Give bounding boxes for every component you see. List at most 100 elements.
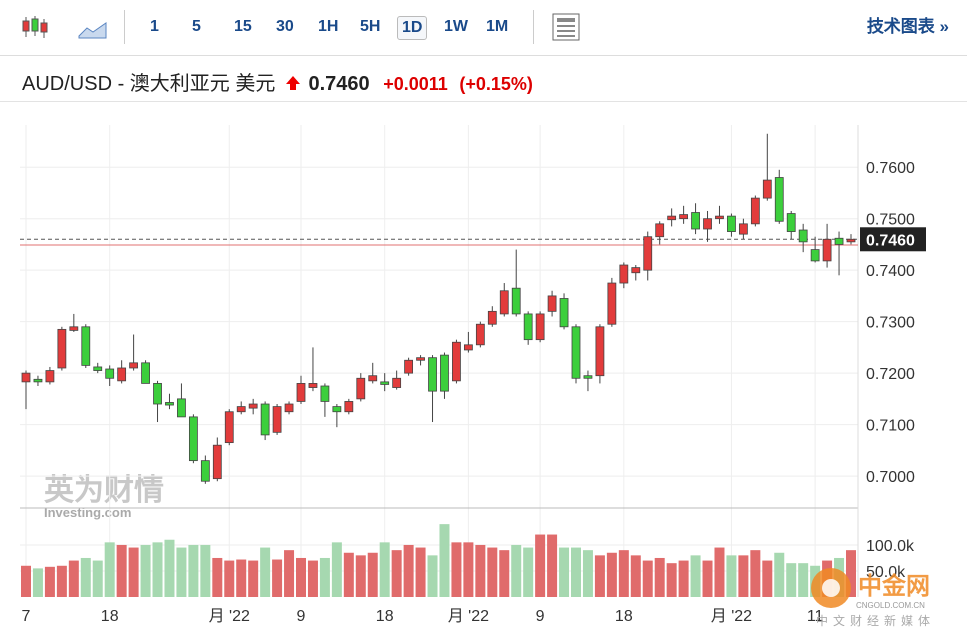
candle-icon[interactable] bbox=[20, 14, 50, 40]
x-tick-label: 月 '22 bbox=[209, 608, 250, 625]
volume-bar bbox=[260, 547, 271, 597]
volume-bar bbox=[367, 552, 378, 597]
watermark-brand: 英为财情 bbox=[44, 474, 164, 507]
volume-bar bbox=[786, 563, 797, 597]
candle-body bbox=[236, 406, 246, 413]
volume-bar bbox=[678, 560, 689, 597]
last-price-box bbox=[860, 227, 926, 252]
y-tick-label: 0.7200 bbox=[866, 366, 915, 383]
volume-bar bbox=[511, 544, 522, 597]
tech-chart-link[interactable]: 技术图表 » bbox=[866, 17, 949, 36]
interval-button[interactable]: 1D bbox=[397, 16, 428, 40]
price: 0.7460 bbox=[308, 73, 370, 95]
logo-name: 中金网 bbox=[858, 572, 930, 600]
candle-body bbox=[21, 372, 31, 383]
line-icon[interactable] bbox=[78, 18, 108, 40]
volume-bar bbox=[21, 565, 31, 597]
interval-button[interactable]: 1 bbox=[150, 18, 159, 35]
volume-bar bbox=[451, 542, 462, 597]
volume-bar bbox=[594, 555, 605, 597]
candle-body bbox=[715, 215, 724, 220]
interval-button[interactable]: 5 bbox=[192, 18, 201, 35]
interval-button[interactable]: 1M bbox=[486, 18, 509, 35]
candle-body bbox=[284, 403, 294, 413]
candle-body bbox=[141, 362, 150, 384]
x-tick-label: 18 bbox=[101, 608, 119, 625]
candle-body bbox=[607, 282, 617, 325]
volume-bar bbox=[523, 547, 534, 597]
candle-body bbox=[762, 179, 772, 199]
candle-body bbox=[69, 326, 79, 331]
volume-bar bbox=[164, 539, 175, 597]
volume-tick-label: 50.0k bbox=[866, 564, 906, 581]
interval-button[interactable]: 1H bbox=[318, 18, 339, 35]
y-tick-label: 0.7500 bbox=[866, 212, 915, 229]
candle-body bbox=[188, 416, 198, 462]
volume-bar bbox=[738, 555, 749, 597]
volume-bar bbox=[92, 560, 103, 597]
candle-body bbox=[643, 236, 653, 271]
candle-body bbox=[81, 326, 91, 366]
x-tick-label: 11 bbox=[807, 608, 824, 625]
interval-button[interactable]: 15 bbox=[234, 18, 252, 35]
volume-bar bbox=[379, 542, 390, 597]
interval-button[interactable]: 5H bbox=[360, 18, 381, 35]
y-tick-label: 0.7300 bbox=[866, 315, 915, 332]
candle-body bbox=[619, 264, 629, 284]
volume-bar bbox=[343, 552, 354, 597]
volume-bar bbox=[606, 552, 617, 597]
volume-bar bbox=[798, 563, 809, 597]
y-tick-label: 0.7400 bbox=[866, 263, 915, 280]
x-tick-label: 18 bbox=[615, 608, 633, 625]
candle-body bbox=[200, 460, 210, 482]
volume-bar bbox=[355, 555, 366, 597]
candle-body bbox=[631, 267, 641, 274]
candle-body bbox=[308, 383, 318, 388]
candle-body bbox=[810, 249, 820, 262]
volume-bar bbox=[642, 560, 653, 597]
volume-bar bbox=[547, 534, 558, 597]
volume-bar bbox=[272, 559, 283, 597]
header: AUD/USD - 澳大利亚元 美元 0.7460 +0.0011 (+0.15… bbox=[22, 71, 533, 97]
volume-bar bbox=[140, 544, 151, 597]
candle-body bbox=[117, 367, 127, 382]
volume-bar bbox=[463, 542, 474, 597]
volume-bar bbox=[80, 557, 91, 597]
watermark-site: Investing.com bbox=[44, 505, 131, 520]
candle-body bbox=[774, 177, 784, 222]
volume-bar bbox=[176, 547, 187, 597]
candle-body bbox=[416, 357, 425, 361]
candle-body bbox=[511, 287, 521, 315]
volume-bar bbox=[535, 534, 546, 597]
settings-icon[interactable] bbox=[552, 13, 580, 41]
candle-body bbox=[248, 403, 258, 409]
volume-bar bbox=[571, 547, 581, 597]
volume-bar bbox=[618, 550, 629, 597]
volume-bar bbox=[307, 560, 318, 597]
volume-bar bbox=[116, 544, 127, 597]
interval-button[interactable]: 30 bbox=[276, 18, 294, 35]
volume-bar bbox=[248, 560, 259, 597]
volume-bar bbox=[582, 550, 593, 597]
candle-body bbox=[212, 444, 222, 480]
candle-body bbox=[129, 362, 139, 369]
volume-bar bbox=[666, 563, 677, 597]
candle-body bbox=[691, 212, 700, 230]
volume-tick-label: 100.0k bbox=[866, 538, 915, 555]
candle-body bbox=[392, 377, 402, 388]
candle-body bbox=[57, 328, 67, 369]
volume-bar bbox=[319, 557, 330, 597]
volume-bar bbox=[846, 550, 856, 597]
candle-body bbox=[583, 375, 593, 379]
volume-bar bbox=[499, 550, 510, 597]
candle-body bbox=[750, 197, 760, 225]
volume-bar bbox=[654, 557, 665, 597]
volume-bar bbox=[152, 542, 163, 597]
interval-button[interactable]: 1W bbox=[444, 18, 468, 35]
candle-body bbox=[153, 383, 162, 405]
volume-bar bbox=[475, 544, 486, 597]
candle-body bbox=[272, 406, 282, 433]
candle-body bbox=[368, 375, 378, 382]
pair-title: AUD/USD - 澳大利亚元 美元 bbox=[22, 73, 276, 95]
